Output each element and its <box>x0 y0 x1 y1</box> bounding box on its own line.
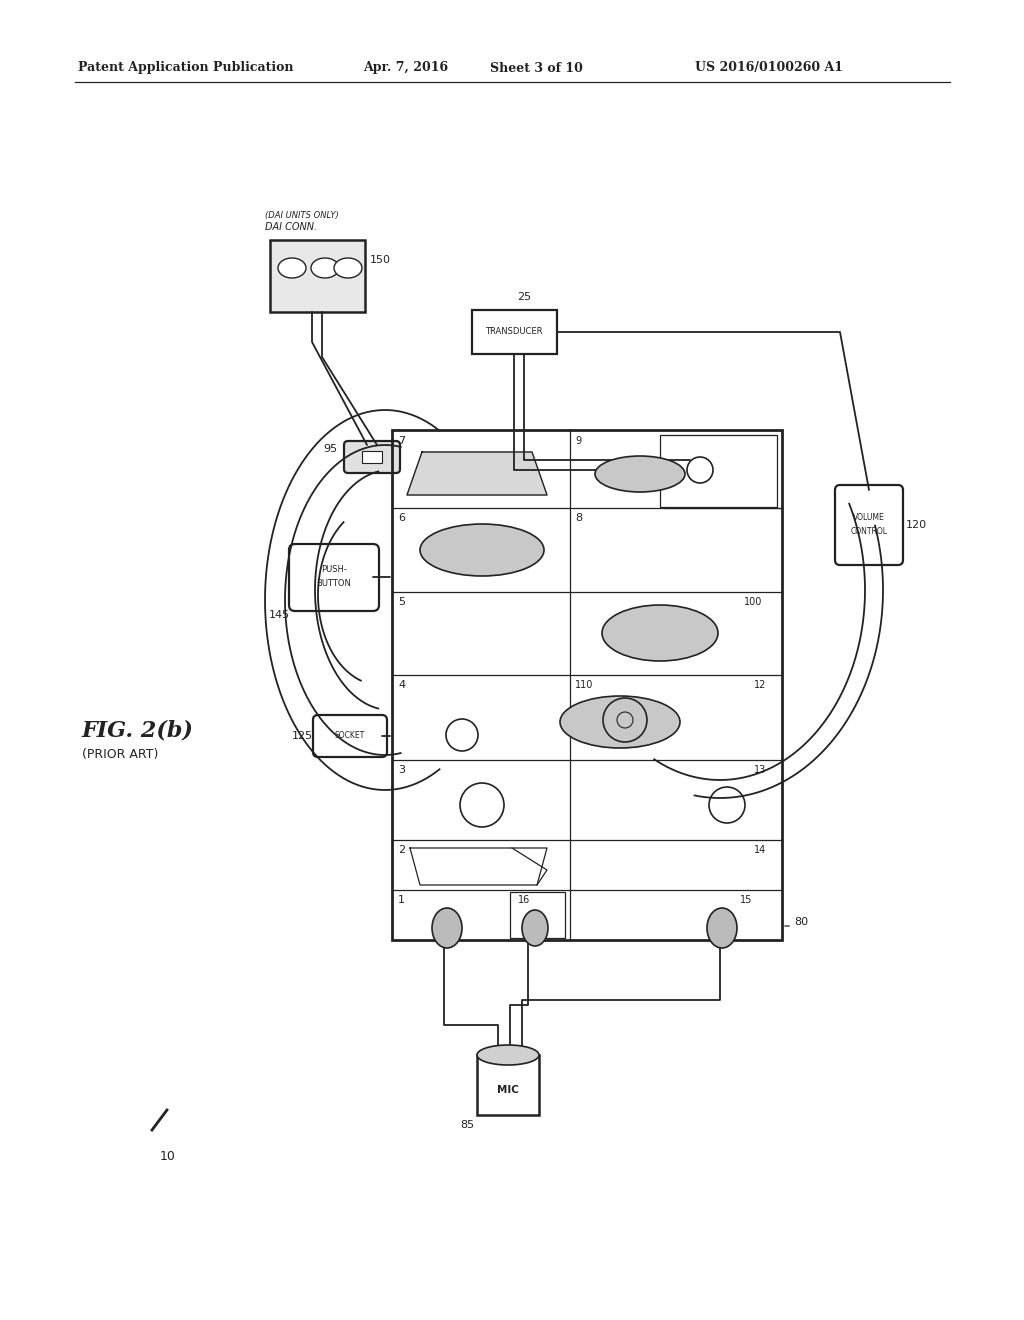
Text: 110: 110 <box>575 680 593 690</box>
Ellipse shape <box>477 1045 539 1065</box>
Bar <box>362 451 382 463</box>
Text: MIC: MIC <box>497 1085 519 1096</box>
Text: 120: 120 <box>906 520 927 531</box>
Text: 85: 85 <box>460 1119 474 1130</box>
Text: 95: 95 <box>323 444 337 454</box>
Text: 145: 145 <box>269 610 290 620</box>
Text: 5: 5 <box>398 597 406 607</box>
Text: 10: 10 <box>160 1150 176 1163</box>
Text: TRANSDUCER: TRANSDUCER <box>485 327 543 337</box>
Ellipse shape <box>595 455 685 492</box>
Text: (DAI UNITS ONLY): (DAI UNITS ONLY) <box>265 211 339 220</box>
Bar <box>472 310 557 354</box>
Text: 12: 12 <box>754 680 766 690</box>
Text: PUSH-: PUSH- <box>322 565 347 574</box>
FancyBboxPatch shape <box>344 441 400 473</box>
Text: 3: 3 <box>398 766 406 775</box>
Text: CONTROL: CONTROL <box>851 528 888 536</box>
Text: 7: 7 <box>398 436 406 446</box>
Text: Sheet 3 of 10: Sheet 3 of 10 <box>490 62 583 74</box>
Text: 8: 8 <box>575 513 582 523</box>
Text: 14: 14 <box>754 845 766 855</box>
Ellipse shape <box>420 524 544 576</box>
Bar <box>510 892 565 939</box>
Bar <box>477 1055 539 1115</box>
Text: 6: 6 <box>398 513 406 523</box>
Text: 16: 16 <box>518 895 530 906</box>
Text: 4: 4 <box>398 680 406 690</box>
Ellipse shape <box>311 257 339 279</box>
Text: 25: 25 <box>517 292 531 302</box>
Text: 9: 9 <box>575 436 582 446</box>
Text: (PRIOR ART): (PRIOR ART) <box>82 748 159 762</box>
Text: FIG. 2(b): FIG. 2(b) <box>82 719 194 742</box>
Text: 125: 125 <box>292 731 313 741</box>
Text: Patent Application Publication: Patent Application Publication <box>78 62 294 74</box>
Ellipse shape <box>334 257 362 279</box>
Bar <box>270 240 365 312</box>
Text: US 2016/0100260 A1: US 2016/0100260 A1 <box>695 62 843 74</box>
Text: Apr. 7, 2016: Apr. 7, 2016 <box>362 62 449 74</box>
Ellipse shape <box>432 908 462 948</box>
Text: SOCKET: SOCKET <box>335 731 366 741</box>
Text: 100: 100 <box>744 597 763 607</box>
Bar <box>660 436 777 507</box>
Text: 1: 1 <box>398 895 406 906</box>
Polygon shape <box>407 451 547 495</box>
Ellipse shape <box>602 605 718 661</box>
Ellipse shape <box>560 696 680 748</box>
Text: 15: 15 <box>740 895 753 906</box>
Bar <box>392 430 782 940</box>
Text: DAI CONN.: DAI CONN. <box>265 222 317 232</box>
Ellipse shape <box>522 909 548 946</box>
Text: 2: 2 <box>398 845 406 855</box>
Text: 80: 80 <box>794 917 808 927</box>
Ellipse shape <box>278 257 306 279</box>
Text: 150: 150 <box>370 255 391 265</box>
Ellipse shape <box>707 908 737 948</box>
Text: VOLUME: VOLUME <box>853 513 885 523</box>
Text: 13: 13 <box>754 766 766 775</box>
Text: BUTTON: BUTTON <box>316 579 351 589</box>
